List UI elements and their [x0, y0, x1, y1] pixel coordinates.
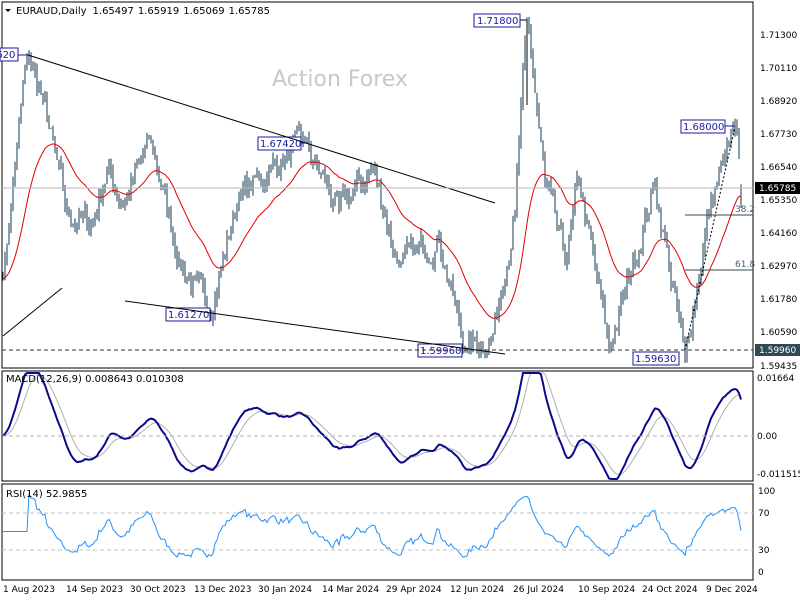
chart-title: EURAUD,Daily 1.65497 1.65919 1.65069 1.65785 [16, 6, 270, 17]
rsi-panel[interactable] [1, 483, 754, 581]
fib-38-label: 38.2 [735, 205, 755, 215]
watermark: Action Forex [272, 67, 408, 92]
macd-axis-zero: 0.00 [757, 432, 777, 442]
rsi-axis-70: 70 [758, 509, 770, 519]
collapse-triangle-icon[interactable] [5, 9, 11, 12]
time-axis: 1 Aug 2023 14 Sep 2023 30 Oct 2023 13 De… [3, 585, 758, 595]
label-1-71800: 1.71800 [477, 16, 518, 27]
moving-average-line [2, 143, 742, 319]
label-1-59960: 1.59960 [420, 346, 461, 357]
price-axis: 1.71300 1.70110 1.68920 1.67730 1.66540 … [755, 31, 800, 372]
short-trendline [2, 287, 63, 337]
drawing-objects[interactable]: 38.2 61.8 [2, 54, 755, 355]
svg-text:14 Mar 2024: 14 Mar 2024 [322, 585, 379, 595]
label-1-67420: 1.67420 [260, 139, 301, 150]
label-1-59630: 1.59630 [635, 354, 676, 365]
svg-text:30 Oct 2023: 30 Oct 2023 [130, 585, 186, 595]
svg-text:12 Jun 2024: 12 Jun 2024 [450, 585, 504, 595]
svg-text:1.71300: 1.71300 [760, 31, 797, 41]
macd-axis-top: 0.01664 [757, 374, 794, 384]
svg-text:1.70110: 1.70110 [760, 64, 797, 74]
price-panel[interactable] [1, 1, 754, 369]
support-price-tag [755, 344, 800, 356]
svg-text:1.59435: 1.59435 [760, 362, 797, 372]
svg-text:1.60590: 1.60590 [760, 328, 797, 338]
label-high-2023: 1.70620 [0, 50, 15, 61]
upper-trendline [27, 54, 496, 204]
support-price-value: 1.59960 [759, 346, 796, 356]
label-1-61270: 1.61270 [168, 310, 209, 321]
svg-text:9 Dec 2024: 9 Dec 2024 [706, 585, 758, 595]
svg-text:1.68920: 1.68920 [760, 97, 797, 107]
macd-panel[interactable] [1, 370, 754, 482]
svg-text:30 Jan 2024: 30 Jan 2024 [258, 585, 312, 595]
macd-axis-bottom: -0.011515 [757, 470, 800, 480]
current-price-value: 1.65785 [759, 184, 796, 194]
svg-text:1.67730: 1.67730 [760, 130, 797, 140]
lower-trendline [124, 300, 506, 355]
macd-label: MACD(12,26,9) 0.008643 0.010308 [6, 374, 184, 385]
rsi-label: RSI(14) 52.9855 [6, 489, 87, 500]
macd-line [2, 372, 742, 480]
svg-text:1.64160: 1.64160 [760, 229, 797, 239]
svg-text:26 Jul 2024: 26 Jul 2024 [513, 585, 564, 595]
svg-text:1.66540: 1.66540 [760, 163, 797, 173]
rsi-axis-100: 100 [758, 487, 775, 497]
svg-text:14 Sep 2023: 14 Sep 2023 [66, 585, 123, 595]
svg-text:1.65350: 1.65350 [760, 196, 797, 206]
rsi-axis-0: 0 [758, 568, 764, 578]
svg-text:13 Dec 2023: 13 Dec 2023 [194, 585, 252, 595]
current-price-tag [755, 182, 800, 194]
annotation-labels: 1.70620 1.71800 1.67420 1.61270 1.59960 … [0, 13, 735, 366]
label-1-68000: 1.68000 [683, 122, 724, 133]
svg-text:24 Oct 2024: 24 Oct 2024 [642, 585, 698, 595]
svg-text:1.62970: 1.62970 [760, 262, 797, 272]
svg-text:1 Aug 2023: 1 Aug 2023 [3, 585, 55, 595]
svg-text:1.61780: 1.61780 [760, 295, 797, 305]
fib-61-label: 61.8 [735, 260, 755, 270]
rsi-line [3, 493, 742, 558]
rsi-axis-30: 30 [758, 546, 770, 556]
svg-text:10 Sep 2024: 10 Sep 2024 [578, 585, 635, 595]
svg-text:29 Apr 2024: 29 Apr 2024 [386, 585, 442, 595]
